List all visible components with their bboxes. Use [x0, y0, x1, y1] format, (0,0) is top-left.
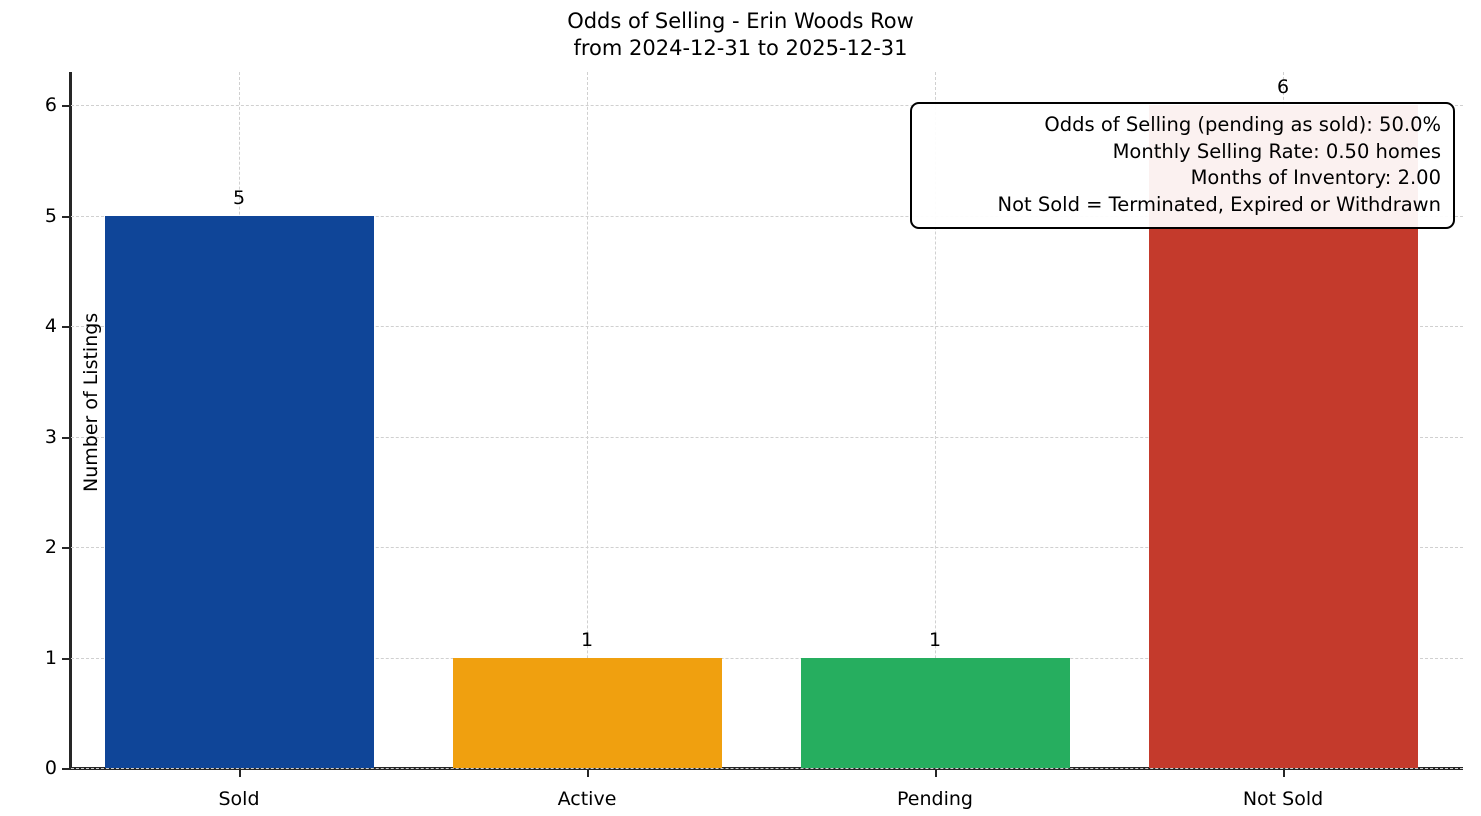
y-tick-label: 4	[44, 315, 57, 338]
x-tick-mark	[1283, 769, 1285, 777]
annotation-line-3: Months of Inventory: 2.00	[1190, 166, 1441, 189]
y-tick-label: 3	[44, 425, 57, 448]
gridline-horizontal	[71, 215, 1463, 217]
y-axis-spine	[69, 72, 72, 768]
x-tick-mark	[935, 769, 937, 777]
y-tick-mark	[62, 215, 70, 218]
annotation-line-4: Not Sold = Terminated, Expired or Withdr…	[997, 192, 1441, 216]
y-tick-mark	[62, 768, 70, 770]
gridline-horizontal	[71, 105, 1463, 107]
bar-active[interactable]	[452, 657, 722, 768]
y-tick-label: 6	[44, 94, 57, 117]
x-tick-mark	[587, 769, 589, 777]
gridline-horizontal	[71, 657, 1463, 659]
statistics-annotation-box: Odds of Selling (pending as sold): 50.0%…	[910, 102, 1455, 229]
gridline-vertical	[587, 72, 588, 768]
annotation-line-2: Monthly Selling Rate: 0.50 homes	[1112, 139, 1441, 163]
bar-value-label: 5	[232, 186, 246, 209]
bar-value-label: 1	[928, 628, 942, 651]
y-tick-label: 1	[44, 646, 57, 669]
chart-title: Odds of Selling - Erin Woods Row from 20…	[567, 9, 914, 60]
y-tick-mark	[62, 105, 70, 108]
gridline-horizontal	[71, 547, 1463, 549]
bar-value-label: 6	[1276, 76, 1290, 99]
x-tick-label-active: Active	[557, 788, 617, 810]
annotation-line-1: Odds of Selling (pending as sold): 50.0%	[1044, 113, 1441, 136]
bar-value-label: 1	[580, 628, 594, 651]
x-tick-label-not-sold: Not Sold	[1242, 788, 1324, 810]
gridline-vertical	[935, 72, 936, 768]
gridline-horizontal	[71, 436, 1463, 438]
x-tick-label-pending: Pending	[897, 788, 973, 810]
y-tick-mark	[62, 547, 70, 550]
y-axis-label: Number of Listings	[80, 312, 102, 492]
x-tick-label-sold: Sold	[218, 788, 260, 810]
y-tick-mark	[62, 436, 70, 439]
y-tick-mark	[62, 326, 70, 329]
y-tick-label: 5	[44, 204, 57, 227]
y-tick-label: 2	[44, 536, 57, 559]
plot-area: 0 1 2 3 4 5 6 Sold Active Pending Not Sold 5 1 1 6 N…	[45, 72, 1463, 810]
y-tick-label: 0	[44, 757, 57, 779]
bar-pending[interactable]	[800, 657, 1070, 768]
gridline-horizontal	[71, 326, 1463, 328]
y-tick-mark	[62, 657, 70, 660]
gridline-horizontal	[71, 768, 1463, 769]
bar-sold[interactable]	[104, 215, 374, 768]
x-tick-mark	[239, 769, 241, 777]
